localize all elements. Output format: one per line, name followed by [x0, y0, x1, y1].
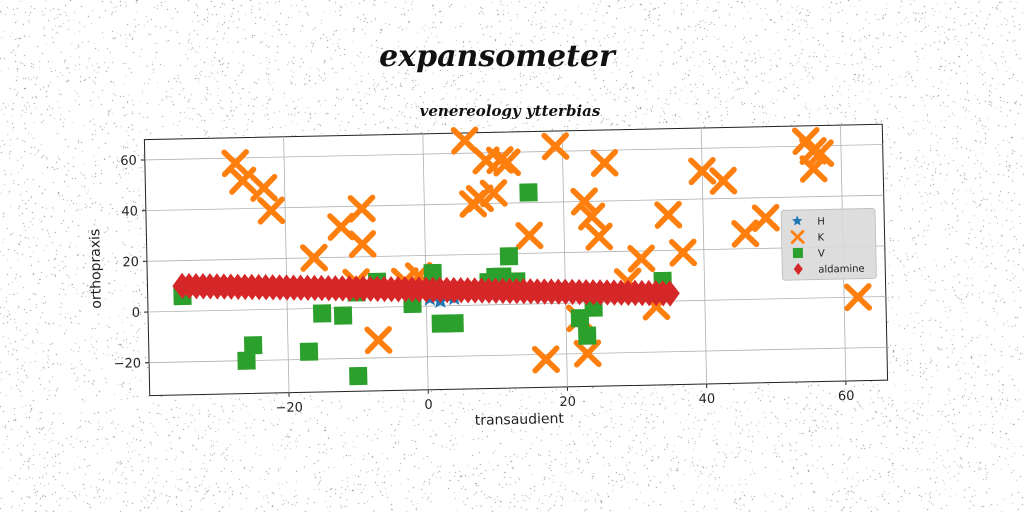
plot-area: −20 0 20 40 60 −20 0 20 40 60 transaudient orthop…: [87, 123, 889, 429]
legend-label: H: [817, 216, 825, 227]
data-point: [299, 342, 319, 361]
data-point: [465, 184, 494, 213]
data-point: [243, 336, 263, 355]
x-tick-label: 40: [699, 392, 716, 407]
data-point: [515, 221, 544, 250]
data-point: [584, 298, 603, 317]
data-point: [660, 280, 680, 307]
legend-label: K: [817, 232, 824, 243]
x-tick-label: 60: [838, 389, 855, 404]
data-point: [299, 243, 329, 272]
data-point: [585, 222, 614, 251]
data-point: [333, 306, 353, 325]
legend-marker: [790, 230, 805, 245]
data-point: [485, 146, 515, 175]
data-point: [668, 238, 698, 267]
x-grid-line: [561, 130, 568, 387]
data-marks: [172, 126, 873, 386]
legend-label: aldamine: [818, 264, 865, 276]
data-point: [249, 173, 278, 202]
data-point: [654, 200, 683, 229]
series-aldamine-points: [172, 272, 680, 307]
data-point: [806, 139, 835, 168]
legend-box: [780, 208, 877, 281]
legend-label: V: [818, 248, 825, 259]
data-point: [519, 183, 538, 202]
data-point: [578, 326, 597, 345]
data-point: [577, 202, 606, 231]
data-point: [312, 304, 332, 323]
data-point: [731, 219, 760, 248]
y-grid-line: [149, 346, 887, 364]
data-point: [709, 166, 738, 195]
data-point: [221, 149, 250, 178]
x-grid-line: [283, 136, 290, 393]
legend-marker: [792, 247, 804, 259]
data-point: [751, 203, 780, 232]
x-axis-label: transaudient: [475, 411, 565, 429]
data-point: [257, 196, 286, 225]
data-point: [541, 132, 570, 161]
y-tick-label: 40: [121, 204, 138, 219]
data-point: [347, 194, 376, 223]
data-point: [627, 244, 656, 273]
data-point: [423, 263, 442, 283]
data-point: [445, 314, 464, 333]
data-point: [237, 351, 256, 370]
data-point: [348, 230, 377, 259]
chart-subtitle: venereology ytterbias: [420, 102, 601, 120]
data-point: [799, 154, 828, 183]
y-tick-label: −20: [114, 356, 142, 372]
x-grid-line: [422, 133, 429, 390]
legend-marker: [792, 215, 803, 226]
data-point: [531, 345, 560, 374]
data-point: [492, 148, 522, 177]
axis-ticks: −20 0 20 40 60 −20 0 20 40 60: [114, 154, 855, 416]
data-point: [573, 339, 602, 368]
data-point: [688, 157, 717, 186]
data-point: [431, 314, 450, 333]
data-point: [349, 366, 368, 386]
y-axis-label: orthopraxis: [87, 229, 105, 309]
legend-marker: [793, 263, 803, 276]
data-point: [479, 179, 508, 208]
x-tick-label: −20: [275, 400, 303, 416]
data-point: [499, 247, 519, 266]
data-point: [843, 283, 873, 312]
data-point: [450, 126, 479, 155]
data-point: [228, 166, 257, 195]
data-point: [570, 308, 590, 328]
y-tick-label: 0: [132, 306, 141, 321]
y-tick-label: 60: [120, 154, 137, 169]
x-tick-label: 20: [559, 395, 576, 410]
data-point: [570, 187, 599, 216]
x-tick-label: 0: [424, 398, 433, 413]
y-tick-label: 20: [122, 255, 139, 270]
data-point: [364, 326, 393, 355]
data-point: [590, 148, 619, 178]
chart-title: expansometer: [379, 39, 617, 74]
